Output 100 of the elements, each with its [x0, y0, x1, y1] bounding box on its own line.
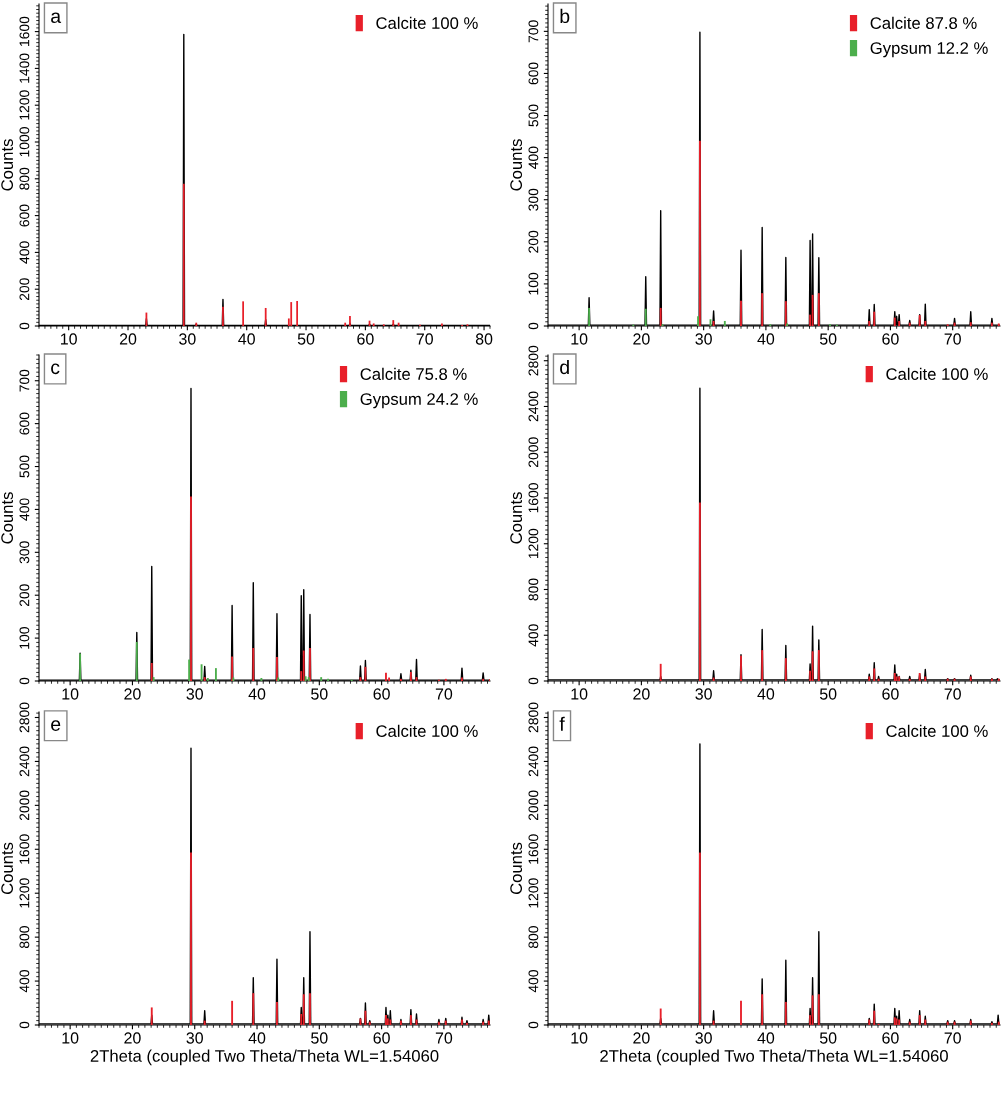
y-axis-title: Counts — [1, 842, 14, 895]
x-tick-label: 60 — [882, 688, 899, 700]
legend-label: Calcite 87.8 % — [870, 16, 977, 29]
y-tick-label: 600 — [528, 62, 539, 85]
y-tick-label: 200 — [19, 278, 30, 301]
y-tick-label: 1200 — [528, 878, 539, 908]
legend-label: Calcite 75.8 % — [360, 367, 467, 380]
x-tick-label: 10 — [571, 688, 588, 700]
annotation: e — [51, 720, 61, 731]
y-tick-label: 800 — [528, 926, 539, 949]
y-tick-label: 700 — [528, 20, 539, 43]
x-tick-label: 20 — [119, 333, 137, 345]
x-tick-label: 70 — [435, 688, 453, 700]
y-tick-label: 1000 — [19, 127, 30, 157]
legend-label: Calcite 100 % — [886, 367, 988, 380]
y-tick-label: 500 — [19, 455, 30, 478]
annotation: f — [559, 716, 565, 731]
x-tick-label: 40 — [757, 688, 775, 700]
y-tick-label: 400 — [528, 970, 539, 993]
x-axis-title: 2Theta (coupled Two Theta/Theta WL=1.54060 — [600, 1049, 948, 1066]
y-tick-label: 800 — [19, 167, 30, 190]
y-axis-title: Counts — [510, 139, 523, 191]
x-tick-label: 40 — [238, 333, 255, 345]
y-tick-label: 0 — [528, 1021, 539, 1029]
x-tick-label: 30 — [179, 333, 196, 345]
legend-label: Calcite 100 % — [376, 724, 478, 737]
y-tick-label: 100 — [19, 627, 30, 649]
x-tick-label: 10 — [62, 1032, 79, 1044]
x-tick-label: 10 — [571, 333, 588, 345]
x-axis-title: 2Theta (coupled Two Theta/Theta WL=1.54060 — [90, 1049, 439, 1066]
x-tick-label: 40 — [757, 333, 775, 345]
legend-label: Gypsum 24.2 % — [360, 393, 478, 409]
y-tick-label: 100 — [528, 272, 539, 295]
x-tick-label: 50 — [819, 688, 837, 700]
y-tick-label: 1600 — [528, 834, 539, 864]
x-tick-label: 70 — [416, 333, 433, 345]
x-tick-label: 50 — [311, 1032, 328, 1044]
annotation: c — [51, 363, 60, 375]
y-tick-label: 200 — [19, 584, 30, 607]
x-tick-label: 70 — [944, 333, 961, 345]
x-tick-label: 80 — [475, 333, 493, 345]
legend-label: Calcite 100 % — [886, 724, 988, 737]
y-tick-label: 2800 — [528, 345, 539, 376]
y-tick-label: 1600 — [19, 834, 30, 864]
y-tick-label: 500 — [528, 104, 539, 127]
y-tick-label: 1600 — [528, 483, 539, 513]
x-tick-label: 30 — [186, 1032, 203, 1044]
y-tick-label: 1200 — [528, 528, 539, 559]
x-tick-label: 70 — [944, 688, 961, 700]
y-tick-label: 0 — [19, 1021, 30, 1029]
y-tick-label: 2400 — [19, 746, 30, 777]
y-tick-label: 2400 — [528, 746, 539, 777]
x-tick-label: 10 — [62, 688, 79, 700]
legend-label: Calcite 100 % — [376, 16, 478, 29]
x-tick-label: 70 — [435, 1032, 453, 1044]
x-tick-label: 50 — [297, 333, 315, 345]
y-tick-label: 400 — [19, 498, 30, 521]
annotation: d — [560, 359, 569, 375]
x-tick-label: 30 — [695, 1032, 712, 1044]
legend-label: Gypsum 12.2 % — [870, 42, 988, 58]
x-tick-label: 20 — [633, 333, 650, 345]
y-axis-title: Counts — [1, 139, 14, 191]
y-tick-label: 400 — [528, 624, 539, 647]
x-tick-label: 50 — [819, 333, 837, 345]
annotation: a — [51, 12, 62, 24]
y-tick-label: 2000 — [528, 437, 539, 467]
y-tick-label: 0 — [19, 322, 30, 330]
x-tick-label: 50 — [819, 1032, 837, 1044]
y-tick-label: 600 — [19, 412, 30, 435]
y-tick-label: 300 — [528, 188, 539, 211]
y-tick-label: 2000 — [528, 790, 539, 821]
y-axis-title: Counts — [510, 842, 523, 895]
y-tick-label: 2800 — [528, 702, 539, 733]
y-tick-label: 2000 — [19, 790, 30, 821]
x-tick-label: 60 — [373, 1032, 390, 1044]
x-tick-label: 40 — [248, 1032, 266, 1044]
x-tick-label: 20 — [633, 688, 650, 700]
y-tick-label: 400 — [19, 241, 30, 264]
x-tick-label: 10 — [61, 333, 77, 345]
y-axis-title: Counts — [1, 492, 14, 544]
x-tick-label: 20 — [124, 688, 141, 700]
y-tick-label: 1200 — [19, 90, 30, 120]
x-tick-label: 20 — [124, 1032, 141, 1044]
y-tick-label: 1600 — [19, 16, 30, 46]
y-tick-label: 300 — [19, 541, 30, 564]
y-tick-label: 0 — [528, 677, 539, 685]
y-axis-title: Counts — [510, 492, 523, 544]
x-tick-label: 30 — [695, 688, 712, 700]
x-tick-label: 60 — [373, 688, 390, 700]
x-tick-label: 60 — [882, 333, 899, 345]
x-tick-label: 10 — [571, 1032, 588, 1044]
y-tick-label: 200 — [528, 230, 539, 253]
y-tick-label: 400 — [19, 970, 30, 993]
x-tick-label: 40 — [248, 688, 266, 700]
y-tick-label: 400 — [528, 146, 539, 169]
x-tick-label: 60 — [882, 1032, 899, 1044]
annotation: b — [560, 8, 570, 24]
y-tick-label: 700 — [19, 369, 30, 392]
y-tick-label: 0 — [528, 322, 539, 330]
x-tick-label: 60 — [357, 333, 374, 345]
